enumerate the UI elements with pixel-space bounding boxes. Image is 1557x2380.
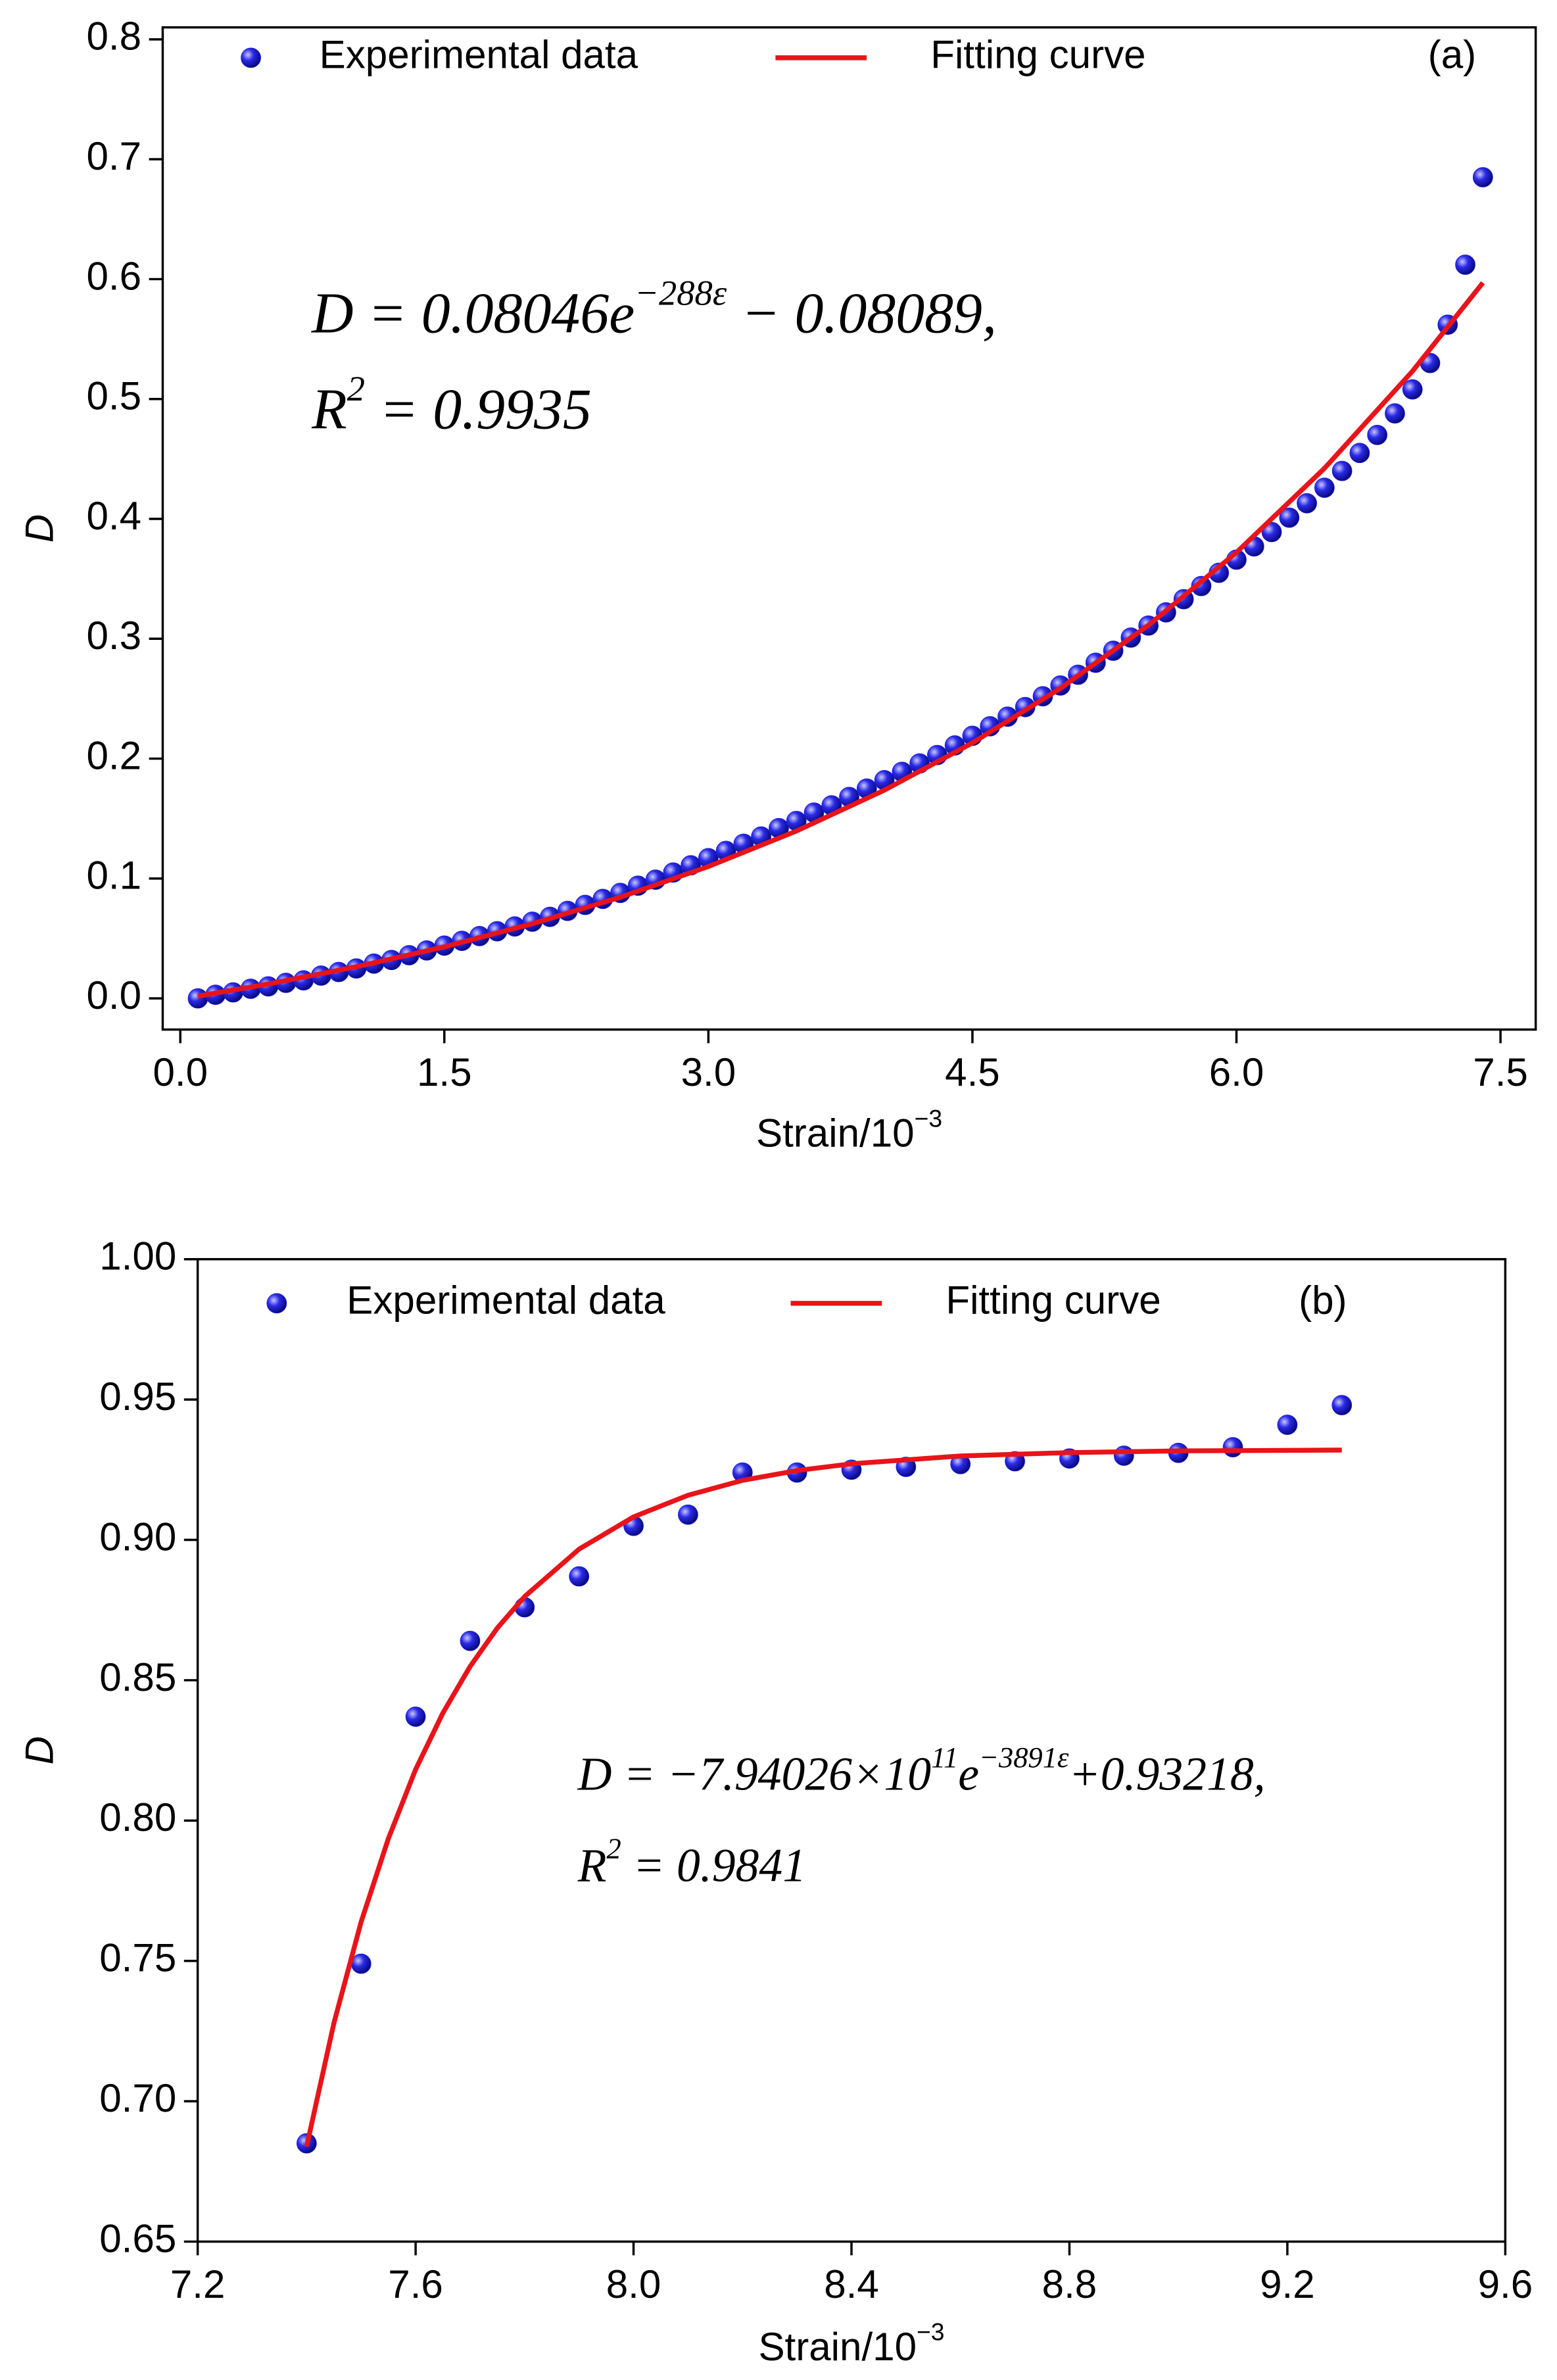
superscript: −3 [917,2318,945,2346]
y-tick-label: 0.80 [99,1795,176,1839]
text-run: = 0.9935 [365,377,592,441]
superscript: 2 [607,1832,621,1865]
data-point [1455,255,1475,275]
text-run: D = −7.94026×10 [577,1748,931,1801]
data-point [678,1504,698,1525]
legend-marker [241,47,261,68]
superscript: −288ε [635,272,727,312]
x-tick-label: 7.6 [388,2262,443,2306]
equation: R2 = 0.9935 [311,368,592,442]
equation: R2 = 0.9841 [577,1832,806,1892]
text-run: − 0.08089, [727,282,997,346]
data-point [1113,1445,1134,1466]
y-tick-label: 0.65 [99,2216,176,2260]
x-tick-label: 1.5 [417,1050,472,1094]
y-tick-label: 0.75 [99,1936,176,1980]
y-axis-label: D [18,1736,62,1764]
legend-label: Experimental data [320,33,638,77]
superscript: −3 [915,1104,943,1132]
y-tick-label: 0.70 [99,2076,176,2120]
y-tick-label: 0.7 [87,134,142,178]
y-tick-label: 0.85 [99,1655,176,1699]
data-point [1472,167,1493,187]
equation: D = −7.94026×1011e−3891ε+0.93218, [577,1741,1266,1801]
superscript: −3891ε [979,1741,1069,1774]
text-run: R [577,1839,607,1892]
panel-label: (a) [1428,33,1476,77]
legend-label: Fitting curve [930,33,1145,77]
legend-label: Fitting curve [946,1278,1161,1323]
y-tick-label: 0.8 [87,14,142,59]
superscript: 11 [931,1741,958,1774]
x-axis-label: Strain/10−3 [756,1104,942,1155]
y-tick-label: 0.0 [87,973,142,1017]
text-run: R [311,377,347,441]
x-tick-label: 4.5 [945,1050,1000,1094]
text-run: +0.93218, [1068,1748,1265,1801]
x-tick-label: 8.0 [606,2262,661,2306]
x-tick-label: 7.5 [1473,1050,1528,1094]
x-tick-label: 3.0 [681,1050,736,1094]
superscript: 2 [347,368,365,408]
data-point [1402,379,1423,400]
x-tick-label: 6.0 [1209,1050,1264,1094]
data-point [1297,493,1317,514]
fit-line [304,1447,1342,2147]
data-point [460,1630,481,1651]
x-tick-label: 9.2 [1260,2262,1315,2306]
x-tick-label: 8.4 [824,2262,879,2306]
data-point [1331,460,1353,481]
legend-marker [266,1293,287,1314]
x-tick-label: 9.6 [1478,2262,1533,2306]
data-point [1261,522,1282,543]
data-point [187,988,208,1009]
data-point [569,1566,590,1587]
y-tick-label: 0.2 [87,733,142,777]
data-point [1314,477,1335,498]
data-point [1279,507,1300,528]
y-axis-label: D [18,514,62,543]
text-run: = 0.9841 [621,1839,806,1892]
data-point [1191,575,1212,596]
data-point [405,1707,426,1727]
equation: D = 0.08046e−288ε − 0.08089, [311,272,997,346]
x-tick-label: 7.2 [170,2262,226,2306]
panel-label: (b) [1299,1278,1347,1323]
data-point [1277,1415,1298,1435]
text-run: D = 0.08046e [311,282,635,346]
data-point [1349,443,1370,464]
fit-line [197,281,1485,999]
text-run: e [958,1748,979,1801]
data-point [1367,425,1388,445]
y-tick-label: 0.1 [87,854,142,898]
text-run: Strain/10 [756,1111,915,1155]
legend-label: Experimental data [347,1278,665,1323]
plot-frame [161,26,1537,1031]
y-tick-label: 0.95 [99,1374,176,1419]
y-tick-label: 0.4 [87,494,142,538]
data-point [1385,403,1405,424]
x-tick-label: 0.0 [153,1050,208,1094]
x-axis-label: Strain/10−3 [758,2318,944,2369]
data-point [1222,1437,1243,1458]
y-tick-label: 0.3 [87,614,142,658]
x-tick-label: 8.8 [1042,2262,1097,2306]
text-run: Strain/10 [758,2325,917,2369]
y-tick-label: 0.5 [87,374,142,418]
y-tick-label: 1.00 [99,1234,176,1278]
y-tick-label: 0.90 [99,1515,176,1559]
y-tick-label: 0.6 [87,254,142,298]
data-point [1331,1395,1353,1416]
